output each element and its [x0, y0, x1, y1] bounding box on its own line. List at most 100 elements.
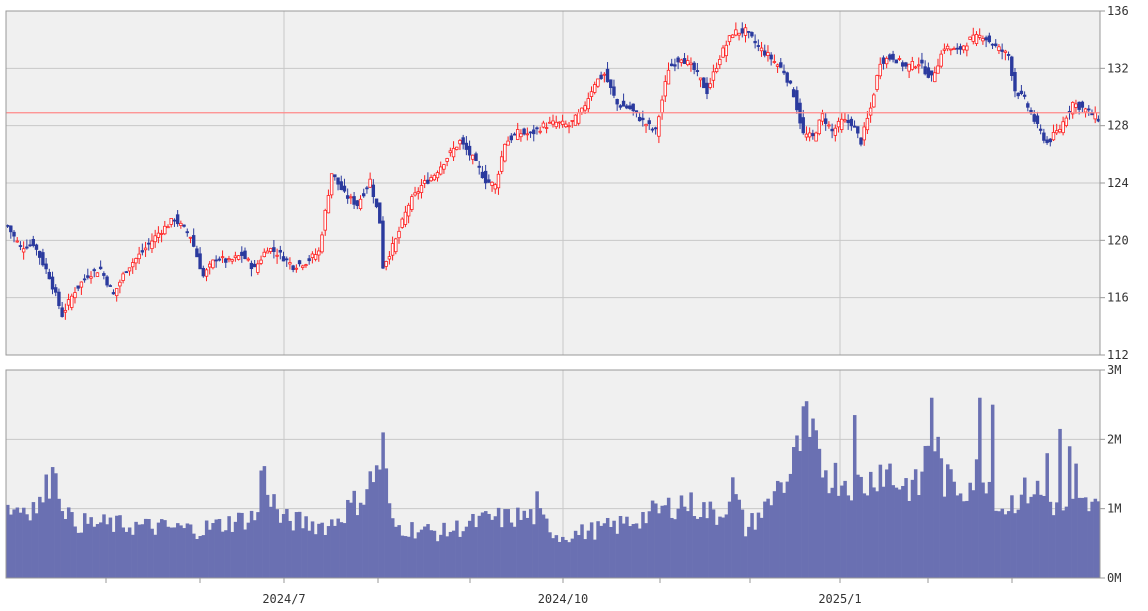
volume-bar [541, 514, 546, 578]
candle-up [981, 38, 985, 42]
volume-bar [467, 520, 472, 578]
volume-bar [1042, 495, 1046, 578]
volume-bar [881, 486, 886, 578]
candle-up [907, 63, 911, 72]
volume-bar [291, 530, 296, 578]
candle-up [323, 209, 327, 231]
candle-up [21, 248, 26, 253]
candle-up [897, 58, 902, 60]
candle-up [548, 121, 552, 124]
candle-up [403, 211, 408, 225]
volume-bar [814, 430, 818, 578]
candle-down [307, 258, 311, 262]
volume-bar [384, 468, 389, 578]
volume-bar [682, 506, 687, 578]
volume-bar [198, 536, 203, 578]
volume-bar [464, 526, 469, 578]
candle-up [663, 81, 667, 97]
volume-bar [676, 508, 681, 578]
candle-up [188, 236, 193, 239]
volume-bar [638, 528, 642, 578]
candle-down [1000, 49, 1004, 52]
volume-bar [76, 532, 81, 578]
volume-bar [1083, 497, 1088, 578]
volume-bar [419, 529, 424, 578]
candle-down [637, 116, 642, 122]
volume-bar [233, 521, 238, 578]
candle-up [358, 198, 363, 210]
volume-bar [195, 539, 199, 578]
volume-bar [127, 527, 132, 578]
volume-bar [891, 485, 895, 578]
volume-bar [872, 487, 876, 578]
volume-bar [326, 526, 331, 578]
volume-bar [987, 481, 992, 578]
candle-down [214, 259, 218, 262]
volume-bar [955, 495, 960, 578]
candle-down [252, 263, 257, 268]
volume-bar [554, 535, 559, 578]
candle-up [448, 150, 453, 154]
volume-bar [201, 535, 206, 578]
volume-panel [5, 369, 1101, 579]
candle-down [474, 153, 478, 161]
candle-down [673, 64, 677, 67]
volume-bar [394, 526, 398, 578]
candle-down [240, 251, 244, 256]
volume-bar [936, 436, 940, 578]
volume-bar [808, 436, 812, 578]
candle-up [945, 45, 950, 50]
volume-bar [70, 512, 74, 578]
candle-up [288, 262, 292, 265]
candle-down [342, 185, 347, 192]
candle-up [63, 310, 68, 313]
volume-bar [448, 531, 453, 578]
candle-up [439, 166, 443, 175]
candle-down [18, 245, 23, 247]
volume-bar [856, 474, 860, 578]
candle-down [888, 54, 892, 60]
candle-up [114, 288, 119, 297]
candle-down [856, 126, 860, 134]
volume-bar [1061, 510, 1066, 578]
candle-up [1003, 50, 1008, 53]
candle-up [445, 158, 449, 162]
candle-up [544, 127, 549, 129]
candle-down [76, 285, 80, 289]
volume-bar [374, 465, 379, 578]
candle-down [1010, 56, 1014, 77]
candle-down [480, 171, 485, 179]
volume-bar [994, 510, 998, 578]
volume-bar [782, 492, 786, 578]
candle-up [159, 233, 164, 235]
volume-bar [143, 518, 148, 578]
candle-up [775, 64, 780, 67]
candle-down [374, 198, 379, 208]
volume-bar [1087, 511, 1091, 578]
volume-bar [358, 502, 363, 578]
volume-bar [346, 499, 350, 578]
candle-up [708, 83, 712, 88]
volume-bar [763, 501, 767, 578]
candle-down [467, 145, 472, 156]
candle-up [814, 132, 818, 142]
volume-bar [753, 529, 758, 578]
volume-bar [962, 501, 966, 578]
candle-up [329, 173, 334, 196]
candle-up [1083, 108, 1088, 113]
volume-bar [63, 519, 68, 578]
volume-bar [551, 538, 555, 578]
candle-down [528, 131, 533, 134]
volume-bar [28, 520, 32, 578]
candle-up [137, 253, 141, 260]
candle-up [865, 117, 870, 131]
candle-up [913, 66, 918, 69]
candle-up [666, 69, 671, 85]
volume-bar [281, 514, 286, 578]
volume-bar [644, 523, 648, 578]
candle-down [682, 58, 687, 64]
volume-bar [458, 536, 462, 578]
candle-up [1061, 121, 1065, 134]
volume-bar [1016, 509, 1021, 578]
volume-bar [785, 481, 790, 578]
